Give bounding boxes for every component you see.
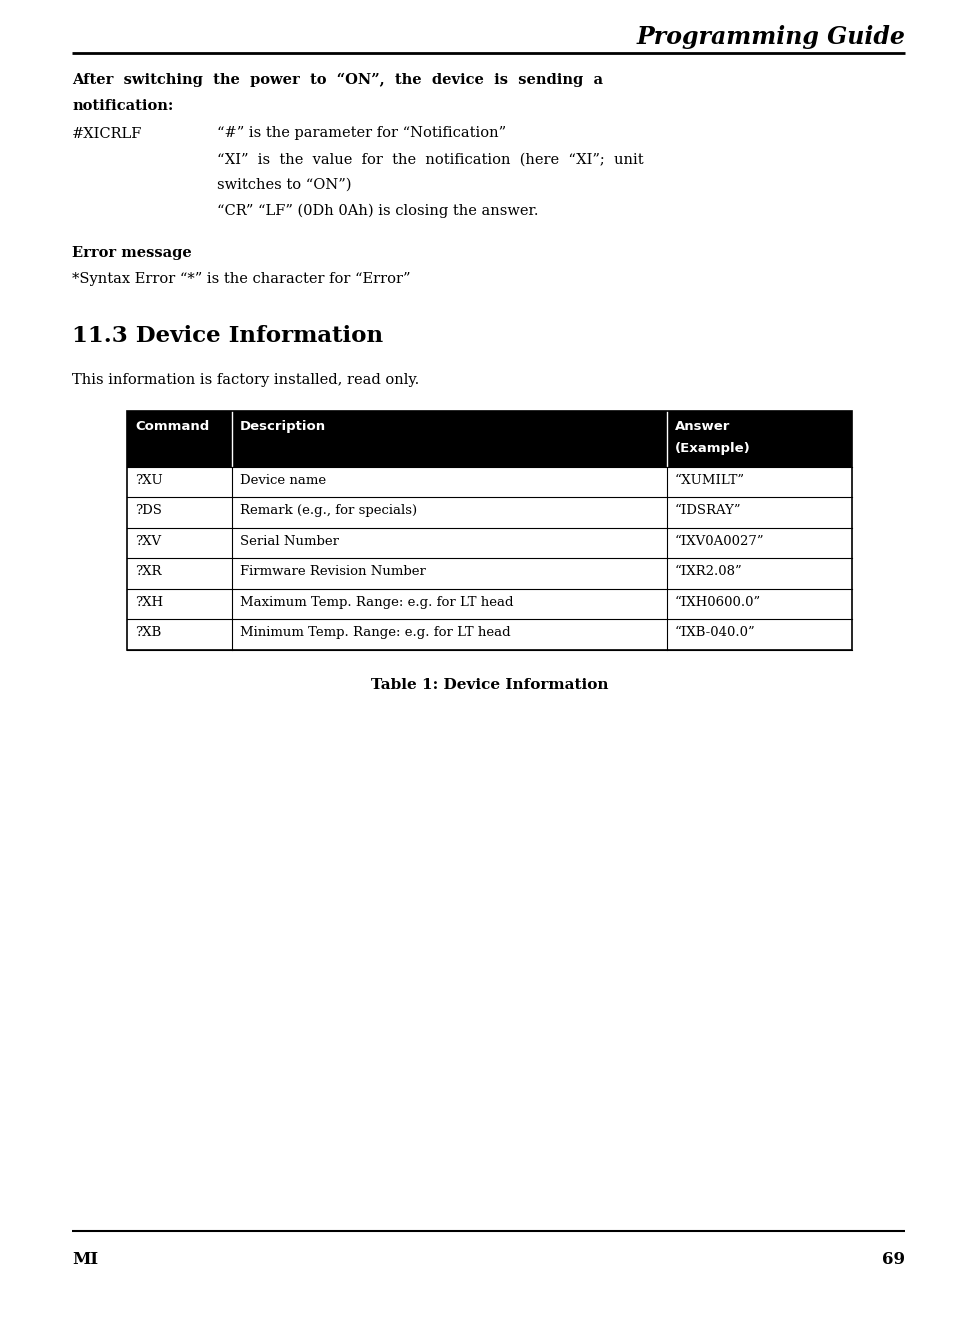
Text: “IDSRAY”: “IDSRAY” bbox=[675, 504, 740, 517]
Text: This information is factory installed, read only.: This information is factory installed, r… bbox=[71, 373, 418, 386]
Text: ?XR: ?XR bbox=[135, 565, 161, 578]
Text: MI: MI bbox=[71, 1252, 98, 1267]
Text: 11.3 Device Information: 11.3 Device Information bbox=[71, 324, 383, 347]
Text: After  switching  the  power  to  “ON”,  the  device  is  sending  a: After switching the power to “ON”, the d… bbox=[71, 73, 602, 87]
Text: Minimum Temp. Range: e.g. for LT head: Minimum Temp. Range: e.g. for LT head bbox=[240, 626, 510, 639]
Bar bbox=[127, 528, 851, 558]
Text: Firmware Revision Number: Firmware Revision Number bbox=[240, 565, 425, 578]
Bar bbox=[127, 410, 851, 650]
Text: Maximum Temp. Range: e.g. for LT head: Maximum Temp. Range: e.g. for LT head bbox=[240, 595, 513, 609]
Text: “IXR2.08”: “IXR2.08” bbox=[675, 565, 742, 578]
Text: switches to “ON”): switches to “ON”) bbox=[216, 177, 351, 192]
Text: ?XH: ?XH bbox=[135, 595, 163, 609]
Bar bbox=[127, 589, 851, 619]
Text: Serial Number: Serial Number bbox=[240, 534, 338, 548]
Text: Device name: Device name bbox=[240, 474, 326, 487]
Text: ?XB: ?XB bbox=[135, 626, 161, 639]
Bar bbox=[127, 558, 851, 589]
Text: Programming Guide: Programming Guide bbox=[636, 25, 904, 49]
Bar bbox=[127, 497, 851, 528]
Text: Remark (e.g., for specials): Remark (e.g., for specials) bbox=[240, 504, 416, 517]
Text: *Syntax Error “*” is the character for “Error”: *Syntax Error “*” is the character for “… bbox=[71, 273, 410, 287]
Text: Table 1: Device Information: Table 1: Device Information bbox=[371, 677, 608, 692]
Text: “CR” “LF” (0Dh 0Ah) is closing the answer.: “CR” “LF” (0Dh 0Ah) is closing the answe… bbox=[216, 204, 537, 218]
Text: “IXB-040.0”: “IXB-040.0” bbox=[675, 626, 755, 639]
Text: “XI”  is  the  value  for  the  notification  (here  “XI”;  unit: “XI” is the value for the notification (… bbox=[216, 153, 643, 167]
Text: Command: Command bbox=[135, 419, 209, 433]
Bar bbox=[127, 467, 851, 497]
Text: #XICRLF: #XICRLF bbox=[71, 127, 142, 140]
Text: Error message: Error message bbox=[71, 246, 192, 261]
Text: “#” is the parameter for “Notification”: “#” is the parameter for “Notification” bbox=[216, 127, 506, 140]
Text: ?XV: ?XV bbox=[135, 534, 161, 548]
Text: “XUMILT”: “XUMILT” bbox=[675, 474, 744, 487]
Text: ?XU: ?XU bbox=[135, 474, 163, 487]
Text: notification:: notification: bbox=[71, 99, 173, 114]
Bar bbox=[127, 619, 851, 650]
Text: 69: 69 bbox=[882, 1252, 904, 1267]
Text: (Example): (Example) bbox=[675, 442, 750, 455]
Text: ?DS: ?DS bbox=[135, 504, 162, 517]
Bar bbox=[127, 410, 851, 467]
Text: Description: Description bbox=[240, 419, 326, 433]
Text: “IXV0A0027”: “IXV0A0027” bbox=[675, 534, 763, 548]
Text: Answer: Answer bbox=[675, 419, 730, 433]
Text: “IXH0600.0”: “IXH0600.0” bbox=[675, 595, 760, 609]
